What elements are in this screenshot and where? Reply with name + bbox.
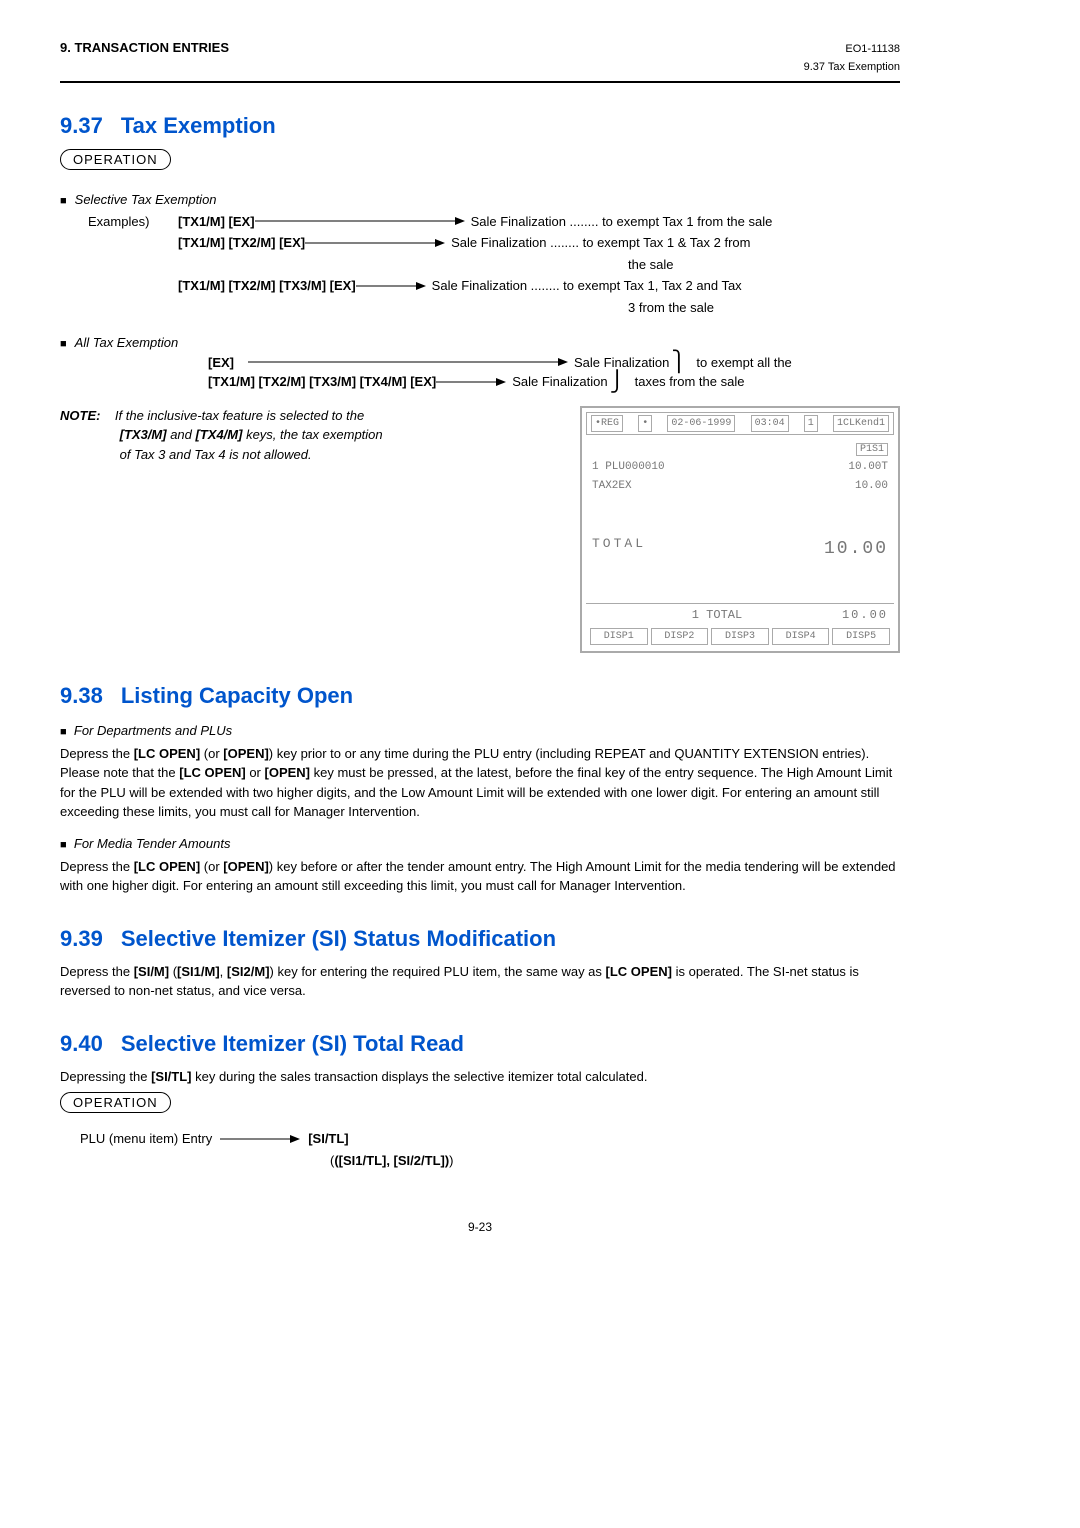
section-937-title: Tax Exemption xyxy=(121,113,276,138)
header-left: 9. TRANSACTION ENTRIES xyxy=(60,40,229,55)
row2-dest2: the sale xyxy=(628,255,900,275)
section-938-num: 9.38 xyxy=(60,683,103,708)
page-number: 9-23 xyxy=(60,1220,900,1234)
section-940-heading: 9.40 Selective Itemizer (SI) Total Read xyxy=(60,1031,900,1057)
rcpt-d3: DISP3 xyxy=(711,628,769,645)
sub-938-1: ■ For Departments and PLUs xyxy=(60,723,900,738)
section-937-num: 9.37 xyxy=(60,113,103,138)
rcpt-dot: • xyxy=(638,415,652,432)
sub-938-2: ■ For Media Tender Amounts xyxy=(60,836,900,851)
note-block: NOTE: If the inclusive-tax feature is se… xyxy=(60,406,540,653)
page-header: 9. TRANSACTION ENTRIES EO1-11138 xyxy=(60,40,900,55)
rcpt-l1l: 1 PLU000010 xyxy=(592,459,665,476)
section-940-title: Selective Itemizer (SI) Total Read xyxy=(121,1031,464,1056)
arrow-icon xyxy=(305,237,445,249)
row1-dest: Sale Finalization ........ to exempt Tax… xyxy=(471,212,773,232)
rcpt-l2l: TAX2EX xyxy=(592,478,632,495)
rcpt-d4: DISP4 xyxy=(772,628,830,645)
row2-keys: [TX1/M] [TX2/M] [EX] xyxy=(178,233,305,253)
flow-940: PLU (menu item) Entry [SI/TL] (([SI1/TL]… xyxy=(80,1129,900,1170)
rcpt-reg: •REG xyxy=(591,415,623,432)
sub-938-1-text: For Departments and PLUs xyxy=(74,723,232,738)
bullet-icon: ■ xyxy=(60,193,67,210)
arrow-icon xyxy=(255,215,465,227)
rcpt-d2: DISP2 xyxy=(651,628,709,645)
section-939-title: Selective Itemizer (SI) Status Modificat… xyxy=(121,926,556,951)
arrow-icon xyxy=(356,280,426,292)
row1-keys: [TX1/M] [EX] xyxy=(178,212,255,232)
rcpt-foot-mid: 1 TOTAL xyxy=(692,606,742,624)
brace-icon: ⎫ xyxy=(671,356,686,368)
all-tax-title: All Tax Exemption xyxy=(75,333,179,353)
arrow-icon xyxy=(436,376,506,388)
bullet-icon: ■ xyxy=(60,336,67,353)
para-940: Depressing the [SI/TL] key during the sa… xyxy=(60,1067,900,1087)
sub-938-2-text: For Media Tender Amounts xyxy=(74,836,231,851)
flow-940-right: [SI/TL] xyxy=(308,1129,348,1149)
header-code: EO1-11138 xyxy=(845,43,900,55)
flow-940-sub: ([SI1/TL], [SI/2/TL]) xyxy=(334,1153,449,1168)
section-938-title: Listing Capacity Open xyxy=(121,683,353,708)
header-rule xyxy=(60,81,900,83)
operation-pill-937: OPERATION xyxy=(60,149,171,170)
all-right2: taxes from the sale xyxy=(635,372,745,392)
receipt-display: •REG • 02-06-1999 03:04 1 1CLKend1 P1S1 … xyxy=(580,406,900,653)
all-dest2: Sale Finalization xyxy=(512,372,607,392)
operation-pill-940: OPERATION xyxy=(60,1092,171,1113)
row2-dest: Sale Finalization ........ to exempt Tax… xyxy=(451,233,750,253)
all-right1: to exempt all the xyxy=(696,353,791,373)
rcpt-d5: DISP5 xyxy=(832,628,890,645)
arrow-icon xyxy=(220,1133,300,1145)
rcpt-time: 03:04 xyxy=(751,415,789,432)
rcpt-d1: DISP1 xyxy=(590,628,648,645)
row3-keys: [TX1/M] [TX2/M] [TX3/M] [EX] xyxy=(178,276,356,296)
rcpt-foot-r: 10.00 xyxy=(842,606,888,624)
note-tx3m: [TX3/M] xyxy=(120,427,167,442)
note-line2d: keys, the tax exemption xyxy=(242,427,382,442)
section-938-heading: 9.38 Listing Capacity Open xyxy=(60,683,900,709)
rcpt-date: 02-06-1999 xyxy=(667,415,735,432)
rcpt-clk: 1CLKend1 xyxy=(833,415,889,432)
all-row1-keys: [EX] xyxy=(208,353,248,373)
note-tx4m: [TX4/M] xyxy=(196,427,243,442)
header-subtitle: 9.37 Tax Exemption xyxy=(60,61,900,73)
flow-940-left: PLU (menu item) Entry xyxy=(80,1129,212,1149)
para-938-1: Depress the [LC OPEN] (or [OPEN]) key pr… xyxy=(60,744,900,822)
row3-dest2: 3 from the sale xyxy=(628,298,900,318)
note-line3: of Tax 3 and Tax 4 is not allowed. xyxy=(120,447,312,462)
note-line1: If the inclusive-tax feature is selected… xyxy=(115,408,364,423)
section-939-heading: 9.39 Selective Itemizer (SI) Status Modif… xyxy=(60,926,900,952)
rcpt-one: 1 xyxy=(804,415,818,432)
note-label: NOTE: xyxy=(60,408,100,423)
rcpt-p1s1: P1S1 xyxy=(856,443,888,456)
selective-title: Selective Tax Exemption xyxy=(75,190,217,210)
para-938-2: Depress the [LC OPEN] (or [OPEN]) key be… xyxy=(60,857,900,896)
all-row2-keys: [TX1/M] [TX2/M] [TX3/M] [TX4/M] [EX] xyxy=(208,372,436,392)
arrow-icon xyxy=(248,356,568,368)
section-937-heading: 9.37 Tax Exemption xyxy=(60,113,900,139)
section-940-num: 9.40 xyxy=(60,1031,103,1056)
note-and: and xyxy=(167,427,196,442)
brace-icon: ⎭ xyxy=(610,376,625,388)
rcpt-l2r: 10.00 xyxy=(855,478,888,495)
section-939-num: 9.39 xyxy=(60,926,103,951)
selective-tax-block: ■ Selective Tax Exemption Examples) [TX1… xyxy=(60,190,900,653)
all-dest1: Sale Finalization xyxy=(574,353,669,373)
examples-label: Examples) xyxy=(88,212,178,232)
rcpt-l1r: 10.00T xyxy=(848,459,888,476)
row3-dest: Sale Finalization ........ to exempt Tax… xyxy=(432,276,742,296)
para-939: Depress the [SI/M] ([SI1/M], [SI2/M]) ke… xyxy=(60,962,900,1001)
